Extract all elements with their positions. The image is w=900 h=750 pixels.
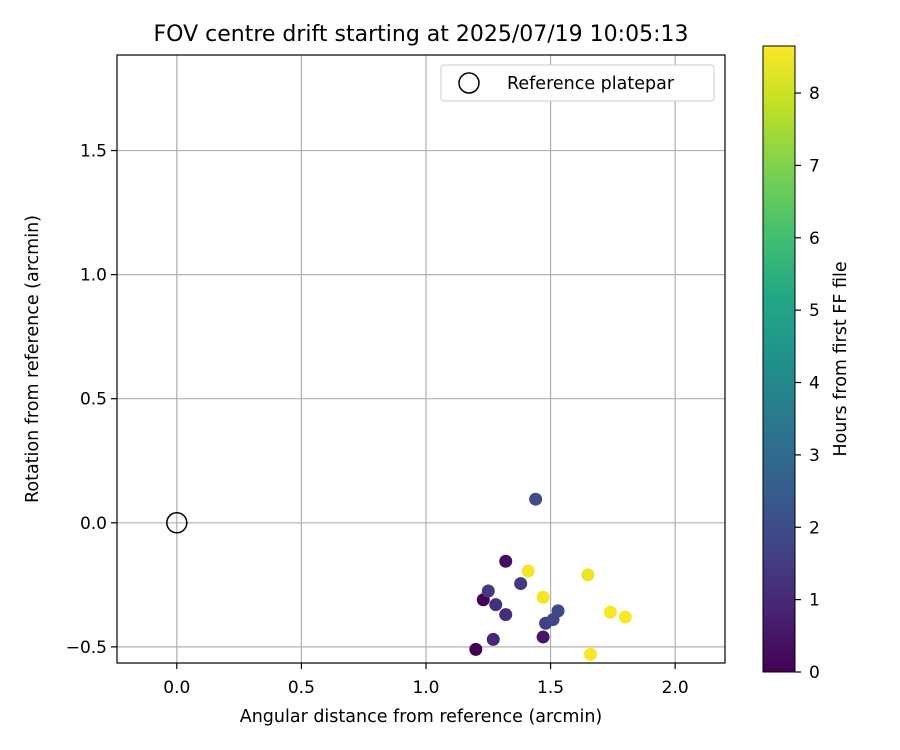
data-point: [529, 492, 543, 506]
colorbar-tick-label: 2: [809, 518, 820, 538]
data-point: [618, 610, 632, 624]
colorbar-tick-label: 3: [809, 446, 820, 466]
data-points: [469, 492, 632, 661]
data-point: [583, 647, 597, 661]
y-tick-label: 0.0: [80, 514, 107, 534]
legend-box: [440, 64, 715, 102]
y-tick-label: 1.0: [80, 266, 107, 286]
x-tick-label: 0.5: [288, 678, 315, 698]
data-point: [536, 630, 550, 644]
y-tick-label: 0.5: [80, 390, 107, 410]
reference-marker-group: [166, 512, 188, 534]
data-point: [536, 590, 550, 604]
chart-title: FOV centre drift starting at 2025/07/19 …: [154, 22, 689, 47]
x-tick-label: 1.0: [412, 678, 439, 698]
colorbar-tick-label: 1: [809, 591, 820, 611]
y-axis-label: Rotation from reference (arcmin): [23, 215, 43, 503]
colorbar-tick-label: 8: [809, 84, 820, 104]
colorbar-tick-label: 7: [809, 156, 820, 176]
x-tick-label: 0.0: [163, 678, 190, 698]
data-point: [521, 564, 535, 578]
x-tick-label: 2.0: [662, 678, 689, 698]
colorbar-ticks: 0 1 2 3 4 5 6 7 8: [795, 84, 820, 683]
colorbar-gradient: [762, 45, 796, 673]
data-point: [514, 577, 528, 591]
data-point: [499, 554, 513, 568]
x-tick-label: 1.5: [537, 678, 564, 698]
colorbar: 0 1 2 3 4 5 6 7 8 Hours from first FF file: [762, 45, 851, 683]
grid-lines: [117, 55, 725, 663]
legend: Reference platepar: [440, 64, 715, 102]
colorbar-tick-label: 5: [809, 301, 820, 321]
data-point: [489, 598, 503, 612]
data-point: [551, 604, 565, 618]
legend-reference-label: Reference platepar: [507, 74, 675, 94]
y-tick-label: −0.5: [66, 638, 107, 658]
data-point: [486, 632, 500, 646]
colorbar-tick-label: 6: [809, 229, 820, 249]
plot-frame: [116, 54, 726, 664]
y-axis-ticks: −0.5 0.0 0.5 1.0 1.5: [66, 142, 117, 658]
data-point: [603, 605, 617, 619]
y-tick-label: 1.5: [80, 142, 107, 162]
data-point: [469, 642, 483, 656]
x-axis-ticks: 0.0 0.5 1.0 1.5 2.0: [163, 663, 689, 698]
x-axis-label: Angular distance from reference (arcmin): [240, 707, 603, 727]
colorbar-label: Hours from first FF file: [831, 261, 851, 456]
colorbar-tick-label: 0: [809, 663, 820, 683]
colorbar-tick-label: 4: [809, 374, 820, 394]
data-point: [499, 608, 513, 622]
data-point: [581, 568, 595, 582]
data-point: [481, 584, 495, 598]
reference-platepar-marker: [166, 512, 188, 534]
legend-reference-marker: [458, 72, 480, 94]
